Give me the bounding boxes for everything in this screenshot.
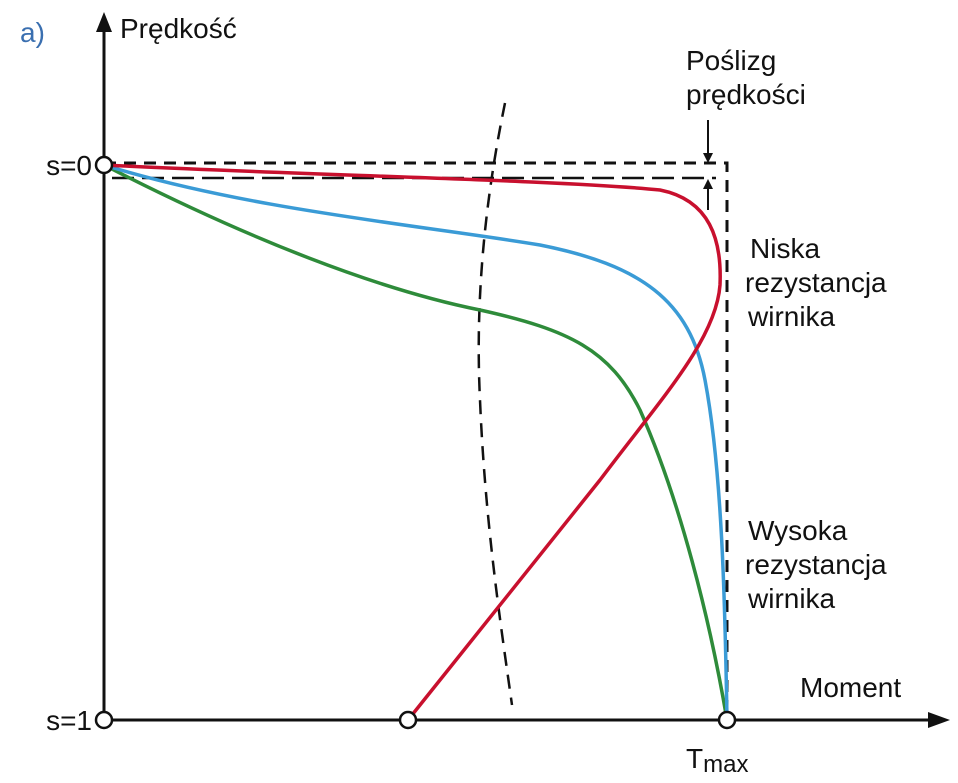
s0-label: s=0 (46, 150, 92, 181)
x-label: Moment (800, 672, 901, 703)
high-line-2: rezystancja (745, 549, 887, 580)
point-tmax (717, 710, 737, 730)
max-torque-bound (104, 161, 729, 720)
slip-line-1: Poślizg (686, 45, 776, 76)
red-curve (103, 163, 722, 722)
point-s1 (94, 710, 114, 730)
s1-label: s=1 (46, 705, 92, 736)
slip-line-2: prędkości (686, 79, 806, 110)
tmax-sub: max (703, 751, 748, 778)
tmax-label: Tmax (686, 743, 748, 778)
panel-label: a) (20, 17, 45, 48)
low-line-3: wirnika (747, 301, 836, 332)
high-line-1: Wysoka (748, 515, 848, 546)
green-curve (103, 163, 729, 721)
point-s0 (94, 155, 114, 175)
low-line-2: rezystancja (745, 267, 887, 298)
dashed-curve (477, 102, 514, 706)
point-start (398, 710, 418, 730)
y-label: Prędkość (120, 13, 237, 44)
x-arrow (928, 712, 950, 728)
blue-curve (103, 163, 729, 721)
y-arrow (96, 12, 112, 32)
low-line-1: Niska (750, 233, 820, 264)
high-line-3: wirnika (747, 583, 836, 614)
tmax-main: T (686, 743, 703, 774)
